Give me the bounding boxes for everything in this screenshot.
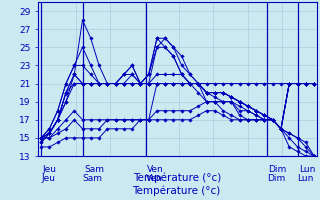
- Text: Dim: Dim: [268, 165, 287, 174]
- Text: Lun: Lun: [299, 165, 315, 174]
- Text: Dim: Dim: [267, 174, 285, 183]
- Text: Ven: Ven: [146, 174, 163, 183]
- Text: Ven: Ven: [147, 165, 164, 174]
- Text: Jeu: Jeu: [43, 165, 57, 174]
- Text: Lun: Lun: [298, 174, 314, 183]
- Text: Sam: Sam: [84, 165, 104, 174]
- Text: Jeu: Jeu: [41, 174, 55, 183]
- Text: Sam: Sam: [83, 174, 102, 183]
- X-axis label: Température (°c): Température (°c): [133, 173, 222, 183]
- Text: Température (°c): Température (°c): [132, 186, 220, 196]
